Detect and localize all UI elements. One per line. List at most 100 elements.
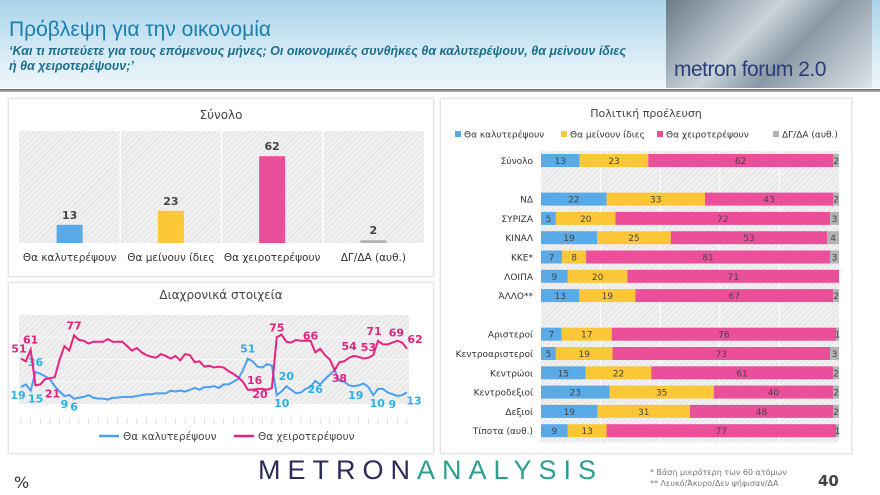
data-label: 69	[389, 327, 404, 340]
data-label: 36	[28, 356, 44, 369]
bar-segment	[648, 154, 834, 167]
data-label: 13	[581, 427, 592, 437]
data-label: 22	[613, 369, 624, 379]
data-label: 66	[303, 329, 319, 342]
data-label: 4	[830, 234, 836, 244]
row-label: Τίποτα (αυθ.)	[472, 427, 533, 437]
footnote-2: ** Λευκό/Άκυρο/Δεν ψήφισαν/ΔΑ	[650, 479, 779, 488]
row-label: Δεξιοί	[505, 408, 533, 418]
row-label: ΣΥΡΙΖΑ	[501, 215, 533, 225]
legend-swatch	[455, 131, 461, 137]
data-label: 20	[279, 370, 295, 383]
unit-label: %	[14, 473, 30, 492]
logo-text: metron forum 2.0	[674, 58, 826, 81]
bar-segment	[579, 154, 649, 167]
bar-segment	[833, 404, 839, 418]
data-label: 9	[552, 427, 558, 437]
data-label: 35	[656, 389, 667, 399]
row-label: Σύνολο	[501, 156, 534, 167]
category-label: Θα μείνουν ίδιες	[127, 252, 214, 264]
data-label: 67	[729, 292, 740, 302]
bar-segment	[833, 366, 839, 380]
bar-segment	[561, 327, 612, 341]
metron-forum-logo: metron forum 2.0	[666, 0, 872, 88]
data-label: 61	[736, 369, 747, 379]
row-label: Αριστεροί	[488, 331, 533, 341]
chart-title: Πολιτική προέλευση	[590, 107, 702, 120]
bar-segment	[690, 404, 834, 418]
data-label: 5	[546, 350, 552, 360]
bar-segment	[541, 424, 568, 438]
data-label: 40	[768, 389, 780, 399]
data-label: 1	[835, 427, 841, 437]
data-label: 62	[735, 157, 746, 167]
data-label: 9	[61, 398, 69, 411]
data-label: 7	[549, 254, 555, 264]
bar-segment	[541, 327, 562, 341]
bar-segment	[830, 211, 839, 225]
data-label: 13	[62, 209, 77, 222]
data-label: 17	[581, 331, 592, 341]
data-label: 61	[23, 334, 38, 347]
header-divider	[0, 89, 880, 92]
bar-segment	[612, 347, 831, 360]
bar-segment	[606, 192, 705, 206]
bar-segment	[670, 231, 828, 245]
bar-segment	[597, 404, 690, 418]
series-line	[20, 333, 408, 391]
bar-segment	[567, 269, 628, 283]
bar-segment	[597, 231, 671, 245]
data-label: 19	[602, 292, 614, 302]
bar-segment	[836, 424, 839, 438]
bar-segment	[827, 231, 839, 245]
data-label: 15	[28, 393, 43, 406]
legend-label: Θα καλυτερέψουν	[464, 130, 544, 141]
legend-label: Θα χειροτερέψουν	[258, 431, 355, 443]
data-label: 31	[638, 408, 649, 418]
data-label: 48	[756, 408, 768, 418]
data-label: 8	[571, 254, 577, 264]
trend-chart-panel: Διαχρονικά στοιχεία 19 15 36 9 6 51 10 20 26 19 10…	[8, 282, 434, 454]
data-label: 21	[45, 387, 60, 400]
data-label: 71	[366, 325, 381, 338]
row-label: Κεντρώοι	[490, 368, 533, 379]
data-label: 19	[348, 389, 363, 402]
bar	[259, 156, 286, 243]
chart-title: Σύνολο	[199, 108, 243, 122]
bar-segment	[541, 404, 598, 418]
legend-label: Θα μείνουν ίδιες	[570, 131, 645, 141]
bar-segment	[713, 385, 834, 399]
bar-segment	[627, 269, 839, 283]
data-label: 22	[568, 196, 579, 206]
data-label: 71	[727, 273, 738, 283]
data-label: 62	[264, 140, 279, 153]
bar-segment	[829, 250, 839, 264]
political-origin-panel: Πολιτική προέλευση Θα καλυτερέψουν Θα μεί…	[440, 98, 852, 454]
data-label: 73	[716, 350, 727, 360]
bar-segment	[635, 289, 834, 303]
data-label: 2	[833, 157, 839, 167]
total-chart-panel: Σύνολο 13 Θα καλυτερέψουν 23 Θα μείνουν ίδι…	[8, 98, 434, 277]
bar-segment	[541, 289, 580, 303]
bar-segment	[541, 231, 598, 245]
data-label: 13	[554, 292, 565, 302]
bar-segment	[555, 211, 616, 225]
row-label: ΚΚΕ*	[511, 254, 533, 264]
data-label: 43	[763, 196, 774, 206]
header: Πρόβλεψη για την οικονομία ‘Και τι πιστε…	[0, 0, 880, 88]
bar-segment	[704, 192, 834, 206]
data-label: 53	[361, 341, 376, 354]
data-label: 23	[608, 157, 619, 167]
bar-segment	[611, 327, 837, 341]
bar-segment	[615, 211, 831, 225]
bar-segment	[541, 250, 563, 264]
bar-segment	[606, 424, 837, 438]
page-title: Πρόβλεψη για την οικονομία	[9, 18, 272, 41]
data-label: 16	[247, 374, 263, 387]
data-label: 15	[558, 369, 569, 379]
legend-label: Θα καλυτερέψουν	[123, 431, 217, 443]
data-label: 10	[274, 397, 290, 410]
metron-analysis-logo: METRONANALYSIS	[258, 455, 603, 486]
bar	[157, 210, 184, 243]
row-label: Κεντροδεξιοί	[474, 389, 533, 399]
